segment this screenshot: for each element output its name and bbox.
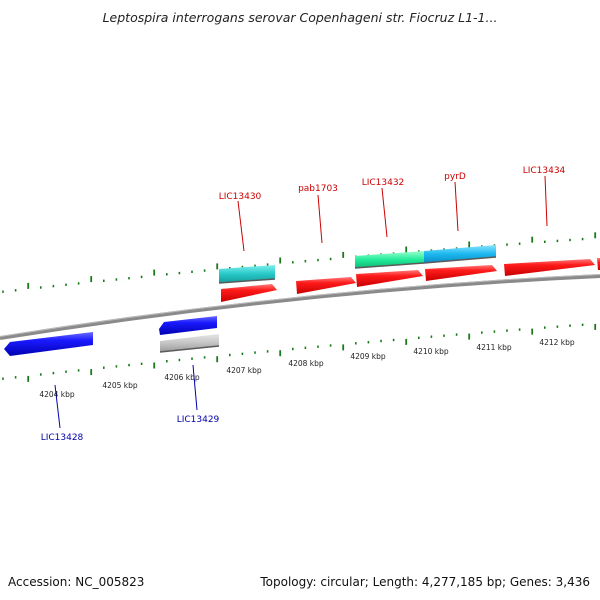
gene-label-lic13428[interactable]: LIC13428 [41,433,84,443]
gene-arrow-lic13432[interactable] [356,270,423,287]
label-leaders [54,175,548,429]
kbp-label: 4204 kbp [39,390,75,399]
bottom-tick-row [2,323,597,382]
gene-label-pyrd[interactable]: pyrD [444,172,466,182]
gene-arrow-lic13429[interactable] [159,316,217,335]
top-tick-row [2,232,597,293]
gene-arrow-pyrd[interactable] [425,265,497,281]
gene-arrow-lic13428[interactable] [4,332,93,356]
genome-backbone [0,274,600,340]
gene-label-lic13434[interactable]: LIC13434 [523,166,566,176]
gene-arrow-lic13430[interactable] [221,284,277,302]
gene-label-lic13429[interactable]: LIC13429 [177,415,220,425]
gene-arrow-lic13434[interactable] [504,259,595,276]
kbp-labels: 4204 kbp 4205 kbp 4206 kbp 4207 kbp 4208… [39,338,575,399]
reverse-genes [4,316,220,356]
kbp-label: 4211 kbp [476,343,512,352]
feature-bar-teal[interactable] [219,265,275,283]
page-title: Leptospira interrogans serovar Copenhage… [102,10,498,25]
kbp-label: 4208 kbp [288,359,324,368]
kbp-label: 4210 kbp [413,347,449,356]
gene-labels: LIC13430 pab1703 LIC13432 pyrD LIC13434 … [41,166,566,443]
kbp-label: 4207 kbp [226,366,262,375]
forward-features [218,245,497,284]
accession-text: Accession: NC_005823 [8,575,145,589]
forward-genes [221,258,600,302]
gene-arrow-pab1703[interactable] [296,277,356,294]
kbp-label: 4209 kbp [350,352,386,361]
topology-text: Topology: circular; Length: 4,277,185 bp… [260,575,590,589]
kbp-label: 4206 kbp [164,373,200,382]
kbp-label: 4205 kbp [102,381,138,390]
gene-label-lic13432[interactable]: LIC13432 [362,178,405,188]
gene-label-pab1703[interactable]: pab1703 [298,184,338,194]
gene-arrow-offscreen[interactable] [597,258,600,270]
gene-label-lic13430[interactable]: LIC13430 [219,192,262,202]
kbp-label: 4212 kbp [539,338,575,347]
